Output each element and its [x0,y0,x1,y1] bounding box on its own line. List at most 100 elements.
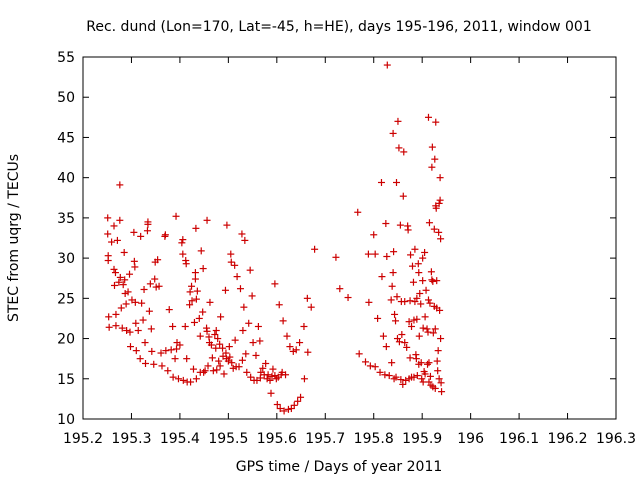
data-point [371,250,379,258]
data-point [425,359,433,367]
data-point [212,344,220,352]
data-point [119,281,127,289]
data-point [336,285,344,293]
data-point [193,287,201,295]
data-point [417,300,425,308]
data-point [196,332,204,340]
x-tick-label: 196 [457,431,484,447]
data-point [397,376,405,384]
data-point [399,192,407,200]
data-point [303,294,311,302]
data-point [437,235,445,243]
data-point [219,344,227,352]
data-point [307,303,315,311]
data-point [401,298,409,306]
data-point [131,298,139,306]
data-point [426,372,434,380]
data-point [199,265,207,273]
data-point [400,148,408,156]
data-point [136,355,144,363]
data-point [209,367,217,375]
data-point [179,250,187,258]
data-point [419,324,427,332]
data-point [189,365,197,373]
data-point [145,307,153,315]
data-point [286,343,294,351]
data-point [419,254,427,262]
data-point [411,245,419,253]
data-point [392,317,400,325]
y-tick-label: 15 [57,372,75,388]
data-point [157,349,165,357]
data-point [422,286,430,294]
data-point [435,199,443,207]
data-point [176,341,184,349]
data-point [392,373,400,381]
data-point [428,163,436,171]
data-point [389,269,397,277]
data-point [423,325,431,333]
data-point [374,314,382,322]
data-point [172,212,180,220]
data-point [424,296,432,304]
data-point [208,354,216,362]
y-tick-label: 55 [57,50,75,66]
x-tick-label: 196.2 [547,431,587,447]
data-point [276,405,284,413]
x-tick-label: 195.4 [160,431,200,447]
data-point [236,285,244,293]
data-point [296,339,304,347]
data-point [201,367,209,375]
data-point [111,269,119,277]
data-point [409,278,417,286]
data-point [245,319,253,327]
data-point [434,347,442,355]
y-tick-label: 50 [57,90,75,106]
data-point [271,280,279,288]
data-point [192,375,200,383]
y-tick-label: 30 [57,251,75,267]
data-point [141,339,149,347]
data-point [413,294,421,302]
data-point [154,256,162,264]
data-point [254,322,262,330]
data-point [429,277,437,285]
data-point [105,323,113,331]
data-point [223,221,231,229]
data-point [165,306,173,314]
data-point [195,314,203,322]
data-point [126,343,134,351]
data-point [120,248,128,256]
data-point [401,339,409,347]
data-point [161,231,169,239]
y-tick-label: 35 [57,211,75,227]
data-point [388,359,396,367]
data-point [419,277,427,285]
data-point [249,339,257,347]
y-axis-label: STEC from uqrg / TECUs [6,154,22,322]
data-point [122,300,130,308]
data-point [297,393,305,401]
data-point [421,313,429,321]
data-point [395,144,403,152]
data-point [199,308,207,316]
data-point [227,250,235,258]
data-point [130,228,138,236]
data-point [104,214,112,222]
data-point [188,297,196,305]
data-point [433,357,441,365]
data-point [147,325,155,333]
data-point [169,373,177,381]
data-point [113,236,121,244]
data-point [117,304,125,312]
data-point [112,310,120,318]
data-point [275,301,283,309]
data-point [235,363,243,371]
data-point [171,355,179,363]
data-point [304,348,312,356]
data-point [203,216,211,224]
data-point [146,280,154,288]
x-tick-label: 195.7 [305,431,345,447]
data-point [143,227,151,235]
data-point [181,322,189,330]
